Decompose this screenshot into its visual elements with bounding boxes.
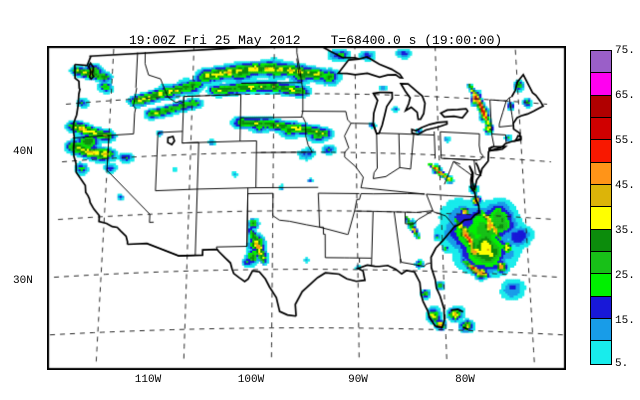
colorbar-segment-35 (591, 229, 611, 253)
colorbar-tick-15: 15. (615, 315, 635, 327)
x-tick-100w: 100W (237, 374, 265, 386)
colorbar-segment-40 (591, 207, 611, 230)
colorbar-segment-45 (591, 185, 611, 208)
colorbar-segment-65 (591, 95, 611, 119)
colorbar-tick-5: 5. (615, 358, 629, 370)
model-time-label: T=68400.0 s (19:00:00) (330, 33, 503, 48)
colorbar-segment-70 (591, 73, 611, 96)
colorbar-segment-10 (591, 341, 611, 364)
valid-time-label: 19:00Z Fri 25 May 2012 (128, 33, 301, 48)
colorbar-segment-15 (591, 319, 611, 342)
colorbar-segment-25 (591, 274, 611, 297)
figure-title: 19:00Z Fri 25 May 2012 T=68400.0 s (19:00… (0, 18, 600, 63)
colorbar-tick-45: 45. (615, 180, 635, 192)
colorbar-tick-75: 75. (615, 45, 635, 57)
colorbar-tick-25: 25. (615, 270, 635, 282)
reflectivity-colorbar (590, 50, 612, 365)
map-plot-area (47, 46, 566, 370)
colorbar-segment-30 (591, 252, 611, 275)
colorbar-tick-65: 65. (615, 90, 635, 102)
x-tick-110w: 110W (134, 374, 162, 386)
colorbar-tick-55: 55. (615, 135, 635, 147)
reflectivity-map-canvas (48, 47, 565, 369)
colorbar-segment-75 (591, 51, 611, 74)
colorbar-segment-50 (591, 162, 611, 186)
colorbar-segment-60 (591, 118, 611, 141)
colorbar-segment-20 (591, 296, 611, 320)
x-tick-80w: 80W (455, 374, 475, 386)
colorbar-segment-55 (591, 140, 611, 163)
y-tick-40n: 40N (13, 146, 33, 158)
x-tick-90w: 90W (348, 374, 368, 386)
colorbar-tick-35: 35. (615, 225, 635, 237)
y-tick-30n: 30N (13, 275, 33, 287)
